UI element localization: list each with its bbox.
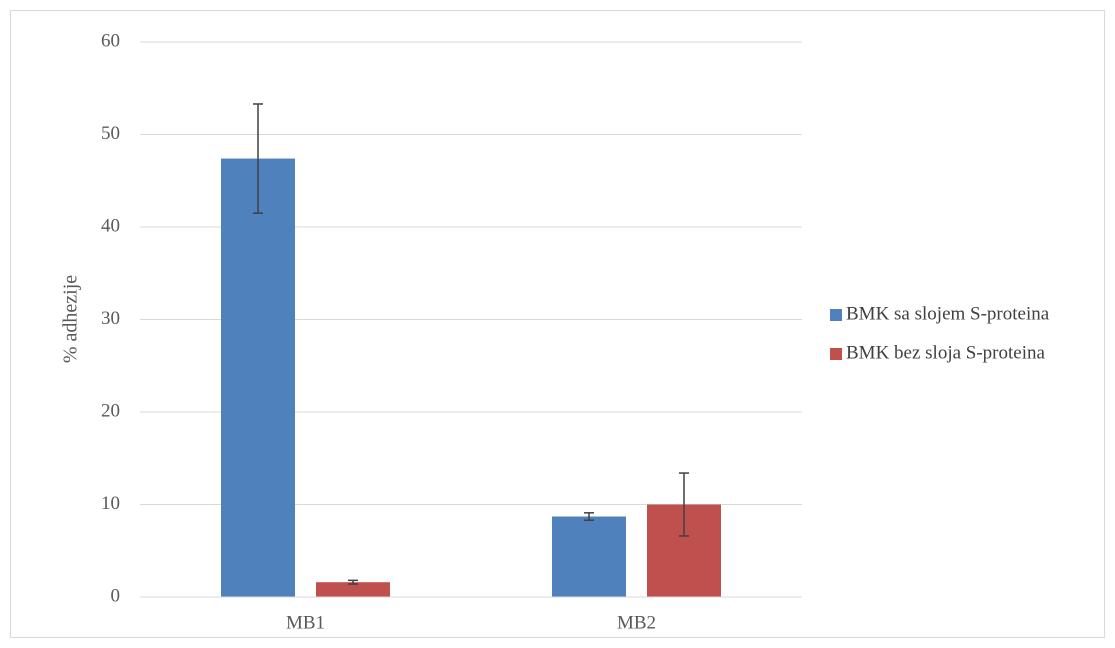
error-bar <box>348 579 358 585</box>
legend-item: BMK sa slojem S-proteina <box>830 303 1050 324</box>
y-tick-label: 30 <box>101 308 120 329</box>
error-bar <box>584 512 594 521</box>
bars <box>221 158 721 598</box>
error-bar <box>253 103 263 214</box>
y-tick-label: 0 <box>111 585 121 606</box>
y-tick-label: 20 <box>101 400 120 421</box>
legend-swatch <box>830 309 842 321</box>
y-axis-ticks: 0 10 20 30 40 50 60 <box>101 30 120 606</box>
y-axis-title: % adhezije <box>60 275 82 363</box>
legend-label: BMK bez sloja S-proteina <box>846 342 1046 363</box>
bar-with-s-layer <box>221 158 295 598</box>
y-tick-label: 40 <box>101 215 120 236</box>
legend-label: BMK sa slojem S-proteina <box>846 303 1050 324</box>
y-tick-label: 50 <box>101 123 120 144</box>
legend: BMK sa slojem S-proteina BMK bez sloja S-… <box>830 303 1050 363</box>
bar-without-s-layer <box>316 582 390 597</box>
x-tick-label: MB2 <box>617 612 656 633</box>
x-tick-label: MB1 <box>286 612 325 633</box>
legend-item: BMK bez sloja S-proteina <box>830 342 1046 363</box>
legend-swatch <box>830 348 842 360</box>
bar-with-s-layer <box>552 516 626 597</box>
y-tick-label: 10 <box>101 493 120 514</box>
error-bar <box>679 472 689 537</box>
y-tick-label: 60 <box>101 30 120 51</box>
error-bars <box>253 103 689 585</box>
x-axis-ticks: MB1 MB2 <box>286 612 656 633</box>
